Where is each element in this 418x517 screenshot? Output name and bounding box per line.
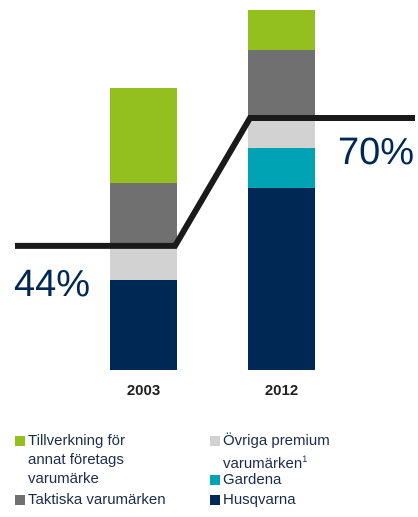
x-tick-label: 2012 xyxy=(265,382,298,399)
bar-segment xyxy=(248,118,315,148)
bar-segment xyxy=(248,188,315,370)
legend-item: Gardena xyxy=(210,470,393,489)
legend-label: Tillverkning för annat företags varumärk… xyxy=(28,432,125,487)
legend-swatch xyxy=(210,495,220,505)
legend-item: Husqvarna xyxy=(210,490,393,509)
legend-label: Taktiska varumärken xyxy=(28,491,166,508)
legend-label: Gardena xyxy=(223,471,282,488)
legend-item: Tillverkning för annat företags varumärk… xyxy=(15,431,160,488)
legend-swatch xyxy=(15,495,25,505)
legend-item: Taktiska varumärken xyxy=(15,490,198,509)
bar-segment xyxy=(110,88,177,183)
legend-label: Husqvarna xyxy=(223,491,296,508)
legend-label: Övriga premium varumärken xyxy=(223,432,330,472)
share-line xyxy=(15,115,415,249)
x-tick-label: 2003 xyxy=(127,382,160,399)
footnote-marker: 1 xyxy=(302,454,308,464)
bar-segment xyxy=(248,148,315,188)
value-label: 44% xyxy=(14,263,90,305)
bar-segment xyxy=(110,280,177,370)
legend-swatch xyxy=(210,475,220,485)
legend-swatch xyxy=(15,436,25,446)
plot: 2003 2012 44% 70% xyxy=(14,10,415,399)
legend-item: Övriga premium varumärken1 xyxy=(210,431,363,473)
legend-swatch xyxy=(210,436,220,446)
bar-segment xyxy=(110,246,177,280)
bar-segment xyxy=(248,10,315,50)
bar-segment xyxy=(110,183,177,246)
value-label: 70% xyxy=(338,131,414,173)
bar-segment xyxy=(248,50,315,118)
